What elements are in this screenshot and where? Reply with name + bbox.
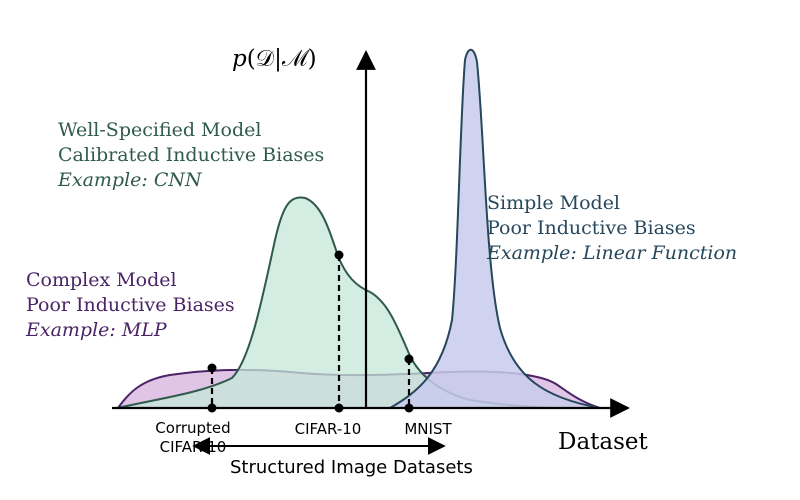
corrupted-cifar-label: Corrupted CIFAR-10 xyxy=(148,419,238,457)
simple-model-title: Simple Model xyxy=(487,192,621,214)
structured-datasets-label: Structured Image Datasets xyxy=(230,457,473,478)
complex-model-example: Example: MLP xyxy=(26,319,167,341)
simple-model-subtitle: Poor Inductive Biases xyxy=(487,217,696,239)
cifar-top-point xyxy=(334,250,344,260)
well-specified-model-example: Example: CNN xyxy=(58,169,202,191)
y-axis-label: p(𝒟|ℳ) xyxy=(232,44,317,74)
y-axis-label-open-paren: ( xyxy=(246,46,256,72)
corrupted-cifar-label-line1: Corrupted xyxy=(155,419,231,437)
y-axis-label-p: p xyxy=(232,46,247,72)
corrupted-cifar-label-line2: CIFAR-10 xyxy=(159,438,227,456)
x-axis-label: Dataset xyxy=(558,429,648,455)
y-axis-label-d: 𝒟 xyxy=(255,46,275,72)
cifar-axis-point xyxy=(334,403,344,413)
complex-model-title: Complex Model xyxy=(26,269,177,291)
mnist-top-point xyxy=(404,354,414,364)
simple-model-curve xyxy=(386,48,601,409)
complex-model-label: Complex Model Poor Inductive Biases Exam… xyxy=(26,268,235,343)
y-axis-label-bar: | xyxy=(274,46,282,72)
well-specified-model-title: Well-Specified Model xyxy=(58,119,262,141)
corrupted-cifar-axis-point xyxy=(207,403,217,413)
simple-model-label: Simple Model Poor Inductive Biases Examp… xyxy=(487,191,737,266)
mnist-axis-point xyxy=(404,403,414,413)
cifar-label: CIFAR-10 xyxy=(294,420,362,438)
simple-model-example: Example: Linear Function xyxy=(487,242,738,264)
corrupted-cifar-top-point xyxy=(207,363,217,373)
complex-model-subtitle: Poor Inductive Biases xyxy=(26,294,235,316)
well-specified-model-subtitle: Calibrated Inductive Biases xyxy=(58,144,325,166)
mnist-label: MNIST xyxy=(404,420,452,438)
y-axis-label-m: ℳ xyxy=(281,46,308,72)
well-specified-model-label: Well-Specified Model Calibrated Inductiv… xyxy=(58,118,324,193)
y-axis-label-close-paren: ) xyxy=(307,46,317,72)
